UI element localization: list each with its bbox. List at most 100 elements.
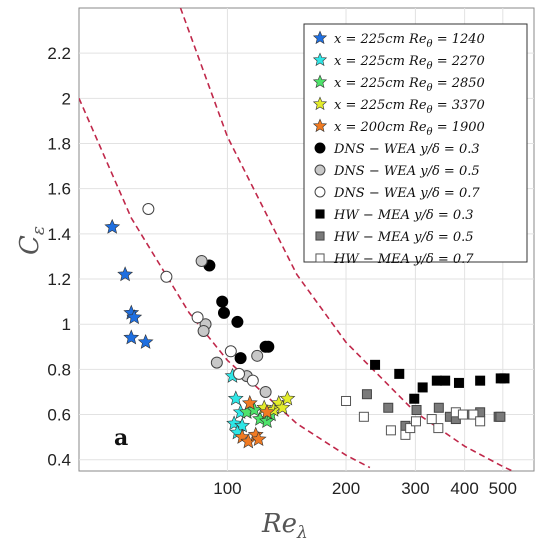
- data-point: [410, 416, 421, 427]
- data-point: [259, 404, 275, 419]
- data-point: [411, 405, 422, 416]
- y-tick-label: 0.8: [47, 360, 71, 379]
- data-points: [104, 203, 510, 449]
- panel-label: a: [114, 425, 128, 451]
- y-tick-label: 1: [62, 315, 71, 334]
- data-point: [250, 431, 267, 447]
- data-point: [224, 345, 237, 358]
- data-point: [251, 349, 264, 362]
- y-tick-label: 1.4: [47, 225, 71, 244]
- data-point: [279, 390, 296, 406]
- y-tick-label: 1.2: [47, 270, 71, 289]
- data-point: [160, 270, 173, 283]
- legend-marker: [312, 30, 328, 45]
- y-axis-title-subscript: ε: [29, 226, 49, 235]
- legend-marker: [314, 164, 326, 176]
- data-point: [231, 315, 244, 328]
- data-point: [216, 295, 229, 308]
- data-point: [394, 368, 405, 379]
- data-point: [117, 266, 134, 282]
- data-point: [405, 423, 416, 434]
- x-tick-label: 100: [213, 479, 241, 498]
- data-point: [385, 425, 396, 436]
- data-point: [468, 409, 479, 420]
- series-8: [370, 359, 510, 404]
- data-point: [358, 411, 369, 422]
- data-point: [361, 389, 372, 400]
- reference-curves: [79, 8, 515, 471]
- y-axis-ticks: 0.4 0.6 0.8 1 1.2 1.4 1.6 1.8 2 2.2: [47, 44, 71, 470]
- data-point: [233, 367, 246, 380]
- legend-label: DNS − WEA y/δ = 0.5: [333, 164, 480, 179]
- data-point: [426, 414, 437, 425]
- data-point: [262, 340, 275, 353]
- data-point: [370, 359, 381, 370]
- data-point: [142, 203, 155, 216]
- legend: x = 225cm Reθ = 1240 x = 225cm Reθ = 2270…: [303, 23, 528, 267]
- data-point: [475, 416, 486, 427]
- data-point: [457, 409, 468, 420]
- data-point: [453, 377, 464, 388]
- legend-box: [303, 23, 528, 263]
- legend-label: HW − MEA y/δ = 0.7: [333, 252, 474, 267]
- data-point: [210, 356, 223, 369]
- series-0: [104, 218, 154, 349]
- data-point: [241, 394, 258, 410]
- data-point: [104, 218, 121, 234]
- x-axis-title-subscript: λ: [296, 523, 308, 543]
- x-tick-label: 300: [401, 479, 429, 498]
- data-point: [495, 411, 506, 422]
- legend-marker: [315, 209, 325, 219]
- data-point: [475, 375, 486, 386]
- data-point: [383, 402, 394, 413]
- series-6: [195, 254, 272, 398]
- y-tick-label: 2: [62, 89, 71, 108]
- y-tick-label: 0.4: [47, 451, 71, 470]
- legend-marker: [314, 186, 326, 198]
- y-axis-title: Cε: [15, 226, 49, 255]
- data-point: [126, 309, 143, 325]
- legend-label: x = 225cm Reθ = 2850: [334, 76, 485, 94]
- legend-marker: [312, 52, 328, 67]
- data-point: [409, 393, 420, 404]
- legend-label: HW − MEA y/δ = 0.3: [333, 208, 474, 223]
- x-tick-label: 400: [450, 479, 478, 498]
- legend-label: x = 225cm Reθ = 3370: [334, 98, 485, 116]
- legend-marker: [312, 96, 328, 111]
- data-point: [191, 311, 204, 324]
- series-5: [203, 259, 275, 365]
- legend-label: x = 200cm Reθ = 1900: [334, 120, 485, 138]
- data-point: [246, 374, 259, 387]
- x-tick-label: 200: [332, 479, 360, 498]
- reference-curve: [179, 8, 515, 471]
- data-point: [195, 254, 208, 267]
- data-point: [137, 334, 154, 349]
- data-point: [234, 352, 247, 365]
- legend-marker: [312, 118, 328, 133]
- data-point: [499, 373, 510, 384]
- y-tick-label: 0.6: [47, 406, 71, 425]
- legend-label: x = 225cm Reθ = 1240: [334, 32, 485, 50]
- reference-curve: [79, 97, 371, 469]
- series-10: [341, 395, 486, 440]
- y-tick-label: 2.2: [47, 44, 71, 63]
- y-tick-label: 1.6: [47, 180, 71, 199]
- data-point: [417, 382, 428, 393]
- data-point: [341, 395, 352, 406]
- legend-label: x = 225cm Reθ = 2270: [334, 54, 485, 72]
- y-tick-label: 1.8: [47, 135, 71, 154]
- data-point: [227, 390, 244, 406]
- x-axis-ticks: 100 200 300 400 500: [213, 479, 517, 498]
- data-point: [440, 375, 451, 386]
- legend-marker: [312, 74, 328, 89]
- data-point: [433, 402, 444, 413]
- data-point: [217, 306, 230, 319]
- x-tick-label: 500: [489, 479, 517, 498]
- data-point: [274, 399, 291, 415]
- series-4: [234, 394, 275, 449]
- data-point: [259, 385, 272, 398]
- series-7: [142, 203, 259, 387]
- legend-marker: [314, 142, 326, 154]
- data-point: [123, 329, 140, 345]
